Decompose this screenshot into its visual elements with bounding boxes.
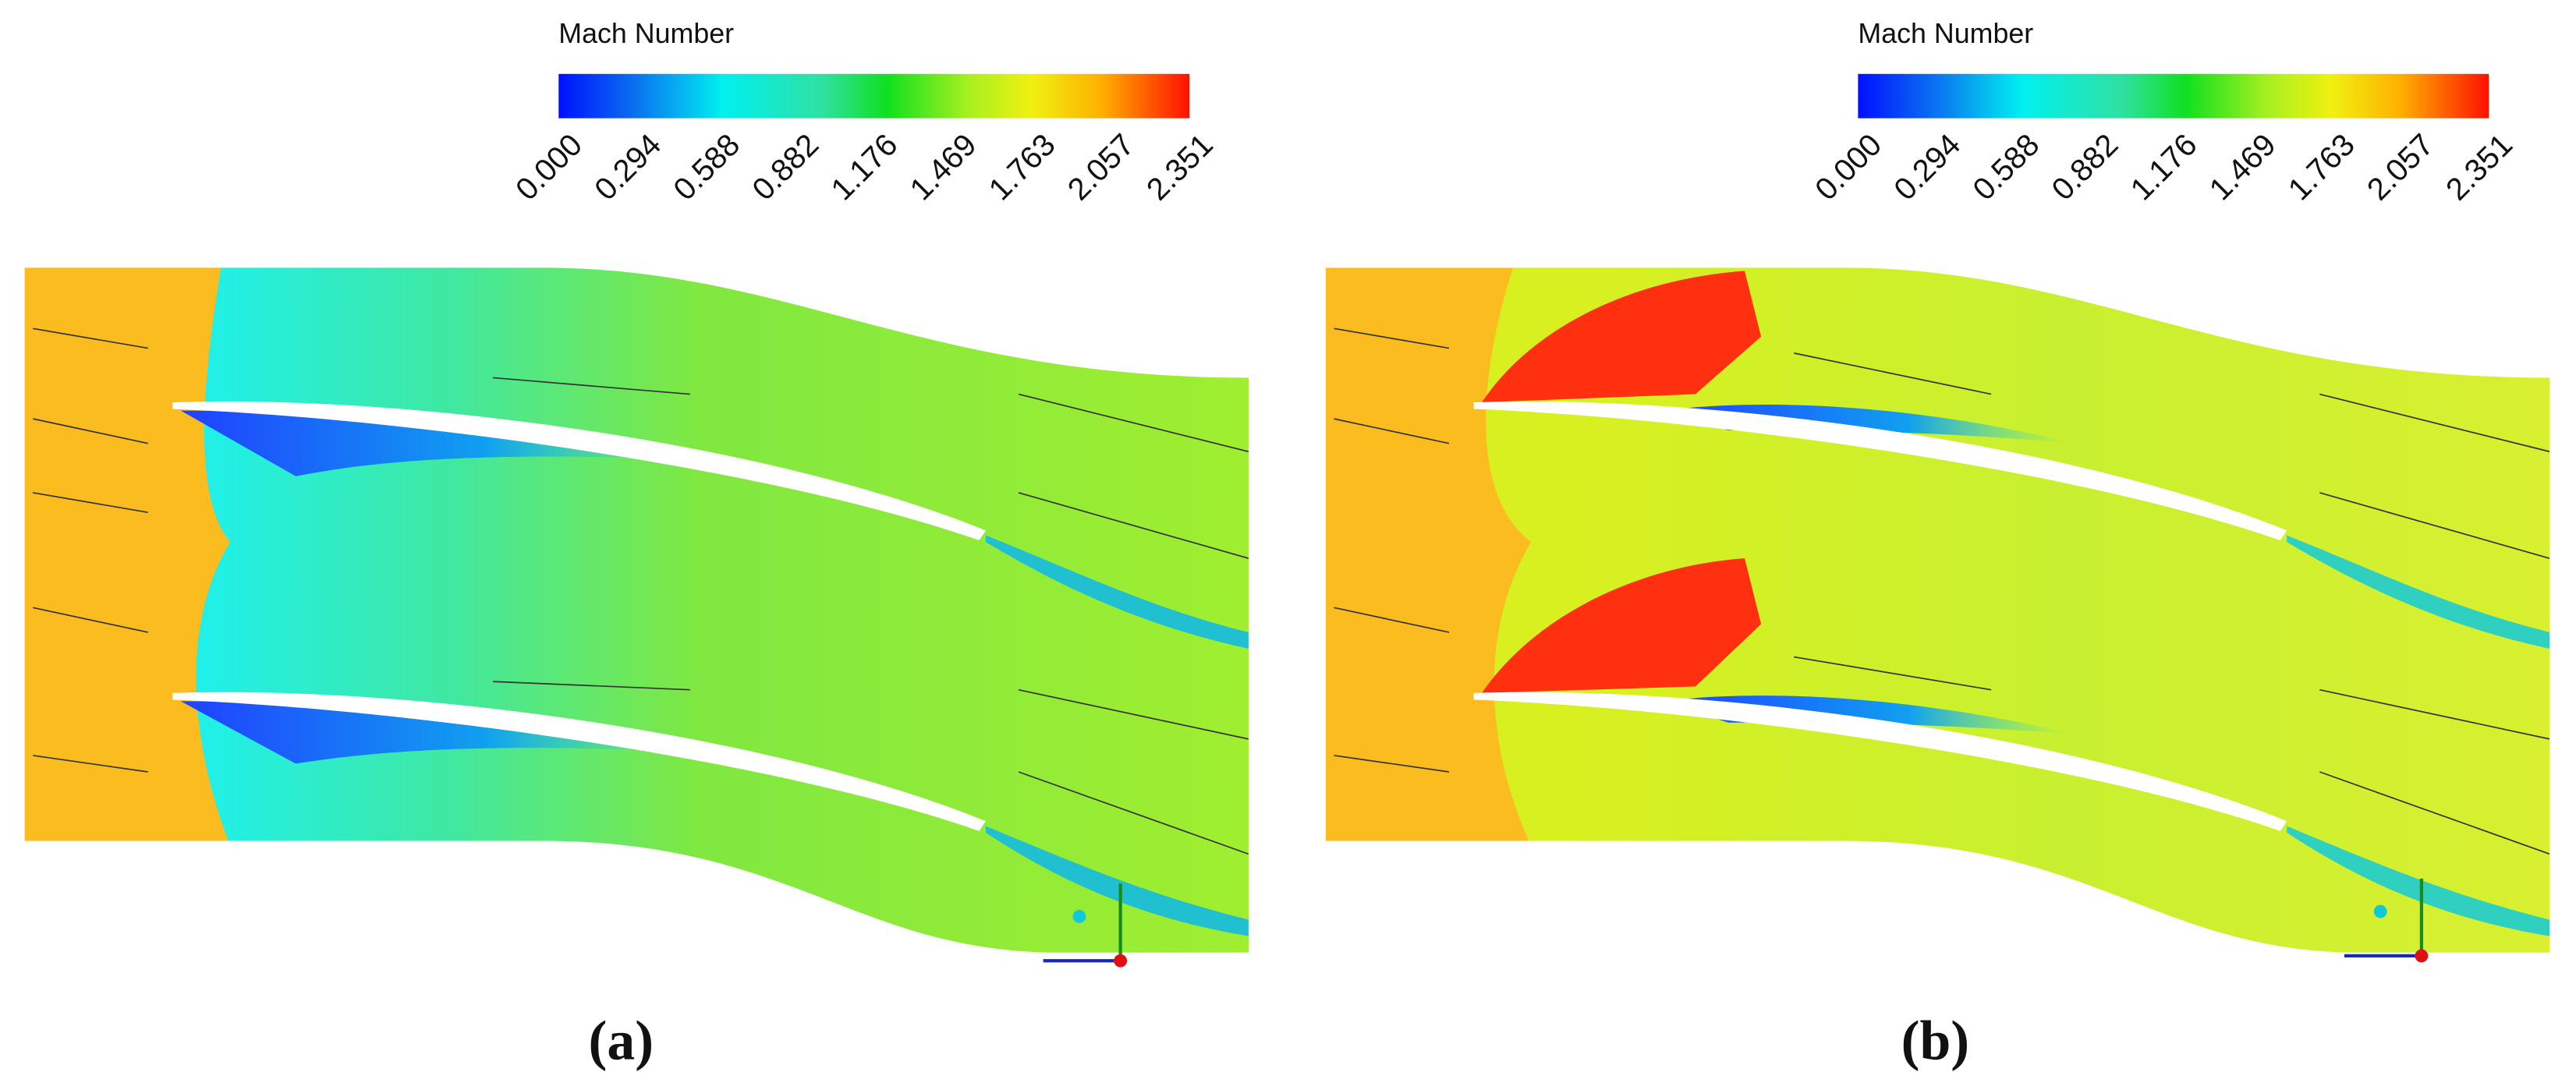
- panel-label: (b): [1901, 1010, 1970, 1072]
- colorbar-tick-label: 0.294: [1887, 128, 1967, 207]
- colorbar-tick-label: 1.763: [2282, 128, 2362, 207]
- colorbar-tick-label: 2.057: [1061, 128, 1141, 207]
- colorbar-tick-label: 1.176: [2124, 128, 2204, 207]
- colorbar-tick-label: 0.000: [509, 128, 589, 207]
- colorbar-tick-label: 2.057: [2361, 128, 2440, 207]
- colorbar: [558, 73, 1190, 119]
- colorbar-tick-label: 0.588: [667, 128, 746, 207]
- colorbar-title: Mach Number: [1858, 18, 2033, 49]
- colorbar-tick-label: 0.882: [2046, 128, 2125, 207]
- colorbar-tick-label: 2.351: [1140, 128, 1220, 207]
- colorbar-tick-label: 0.588: [1967, 128, 2046, 207]
- colorbar-tick-label: 0.294: [588, 128, 668, 207]
- colorbar-tick-label: 1.763: [983, 128, 1062, 207]
- colorbar-tick-label: 1.469: [904, 128, 983, 207]
- colorbar-title: Mach Number: [558, 18, 734, 49]
- colorbar-tick-label: 0.000: [1809, 128, 1888, 207]
- colorbar-tick-label: 0.882: [746, 128, 825, 207]
- panel-label: (a): [589, 1010, 654, 1072]
- flow-field-a: [24, 267, 1249, 968]
- colorbar-tick-label: 2.351: [2440, 128, 2519, 207]
- flow-field-b: [1325, 267, 2550, 963]
- colorbar-tick-label: 1.469: [2203, 128, 2283, 207]
- colorbar-tick-label: 1.176: [825, 128, 905, 207]
- colorbar: [1858, 73, 2489, 119]
